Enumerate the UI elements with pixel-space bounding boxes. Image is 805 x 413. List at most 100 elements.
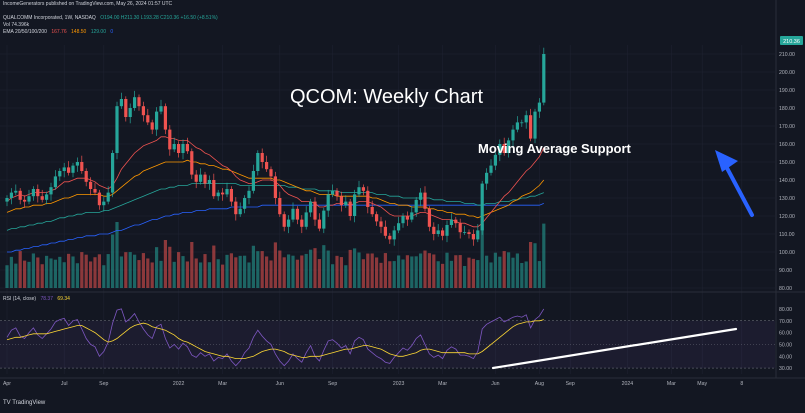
- volume-bar: [348, 249, 352, 288]
- time-tick-label: Mar: [218, 381, 227, 387]
- volume-bar: [331, 264, 335, 288]
- volume-bar: [251, 245, 255, 288]
- candle-body: [216, 192, 220, 197]
- candle-body: [375, 214, 379, 222]
- candle-body: [207, 180, 211, 184]
- volume-bar: [177, 252, 181, 288]
- volume-bar: [304, 253, 308, 288]
- volume-bar: [133, 254, 137, 288]
- price-badge: 210.36: [780, 36, 803, 45]
- volume-bar: [141, 253, 145, 288]
- time-tick-label: 8: [740, 381, 743, 387]
- candle-body: [480, 183, 484, 231]
- volume-bar: [194, 258, 198, 288]
- candle-body: [445, 225, 449, 236]
- candle-body: [243, 198, 247, 209]
- candle-body: [89, 181, 93, 189]
- candle-body: [115, 106, 119, 153]
- candle-body: [493, 154, 497, 166]
- candle-body: [423, 192, 427, 209]
- candle-body: [458, 223, 462, 233]
- price-tick-label: 180.00: [779, 106, 795, 112]
- candle-body: [199, 174, 203, 182]
- candle-body: [146, 115, 150, 123]
- time-tick-label: Jun: [491, 381, 499, 387]
- volume-bar: [335, 255, 339, 288]
- volume-bar: [414, 256, 418, 288]
- volume-bar: [168, 246, 172, 288]
- ema20-value: 167.76: [51, 29, 67, 35]
- volume-bar: [493, 252, 497, 288]
- candle-body: [124, 99, 128, 117]
- volume-bar: [159, 260, 163, 288]
- price-tick-label: 200.00: [779, 70, 795, 76]
- time-tick-label: Sep: [328, 381, 337, 387]
- volume-bar: [36, 257, 40, 288]
- candle-body: [75, 162, 79, 166]
- price-tick-label: 120.00: [779, 214, 795, 220]
- tradingview-logo: TV TradingView: [3, 400, 46, 406]
- volume-bar: [291, 255, 295, 288]
- candle-body: [229, 189, 233, 202]
- candle-body: [9, 192, 13, 198]
- candle-body: [467, 232, 471, 234]
- time-tick-label: Apr: [3, 381, 11, 387]
- support-arrow-head: [715, 150, 738, 172]
- ema200-value: 0: [110, 29, 114, 35]
- volume-bar: [427, 253, 431, 288]
- candle-body: [53, 176, 57, 188]
- candle-body: [432, 226, 436, 234]
- candle-body: [405, 216, 409, 220]
- candle-body: [256, 153, 260, 171]
- volume-bar: [476, 260, 480, 288]
- candle-body: [265, 162, 269, 170]
- volume-bar: [62, 262, 66, 288]
- price-tick-label: 100.00: [779, 250, 795, 256]
- price-tick-label: 170.00: [779, 124, 795, 130]
- candle-body: [344, 201, 348, 206]
- price-candles: [5, 47, 546, 246]
- candle-body: [348, 201, 352, 216]
- candle-body: [5, 198, 9, 202]
- rsi-ma-line: [6, 319, 544, 360]
- volume-bar: [441, 263, 445, 288]
- volume-bar: [93, 257, 97, 288]
- candle-body: [194, 174, 198, 182]
- volume-bar: [502, 251, 506, 288]
- candle-body: [67, 167, 71, 173]
- volume-value: Vol 74.396k: [3, 22, 30, 28]
- volume-bar: [58, 256, 62, 288]
- volume-bar: [265, 256, 269, 288]
- volume-bar: [282, 257, 286, 288]
- ohlc-values: O194.00 H211.30 L193.28 C210.36 +16.50 (…: [100, 15, 218, 21]
- volume-bar: [366, 253, 370, 288]
- time-tick-label: Jun: [276, 381, 284, 387]
- volume-bar: [106, 254, 110, 288]
- time-axis: Apr Jul Sep 2022 Mar Jun Sep 2023 Mar Jun Aug Sep 20…: [3, 381, 743, 387]
- volume-bar: [225, 254, 229, 288]
- price-tick-label: 110.00: [779, 232, 795, 238]
- candle-body: [366, 190, 370, 207]
- rsi-tick-label: 70.00: [779, 319, 792, 325]
- volume-bar: [489, 262, 493, 288]
- volume-bar: [401, 259, 405, 288]
- candle-body: [97, 192, 101, 206]
- time-tick-label: Mar: [438, 381, 447, 387]
- candle-body: [304, 212, 308, 227]
- chart-title: QCOM: Weekly Chart: [290, 86, 483, 108]
- candle-body: [163, 106, 167, 130]
- candle-body: [392, 230, 396, 240]
- candle-body: [133, 97, 137, 108]
- volume-bar: [155, 247, 159, 288]
- rsi-tick-label: 30.00: [779, 366, 792, 372]
- candle-body: [353, 194, 357, 216]
- candle-body: [177, 144, 181, 153]
- candle-body: [313, 201, 317, 220]
- volume-bar: [247, 262, 251, 288]
- volume-bar: [53, 259, 57, 288]
- volume-bar: [203, 254, 207, 288]
- time-tick-label: Mar: [667, 381, 676, 387]
- rsi-trendline: [491, 327, 738, 370]
